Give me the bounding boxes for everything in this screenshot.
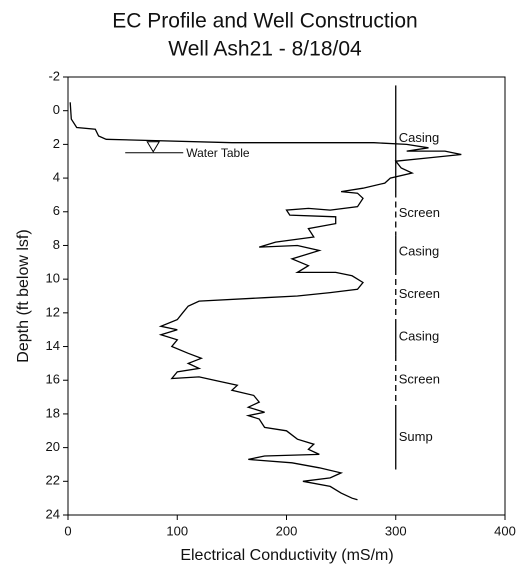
- y-tick-label: 10: [46, 271, 60, 286]
- x-tick-label: 200: [276, 523, 298, 538]
- well-segment-label: Casing: [399, 329, 439, 344]
- y-tick-label: 6: [53, 203, 60, 218]
- x-tick-label: 0: [64, 523, 71, 538]
- y-tick-label: 2: [53, 136, 60, 151]
- well-segment-label: Sump: [399, 429, 433, 444]
- y-tick-label: 0: [53, 102, 60, 117]
- well-segment-label: Casing: [399, 130, 439, 145]
- y-tick-label: 12: [46, 304, 60, 319]
- well-segment-label: Screen: [399, 205, 440, 220]
- y-tick-label: 14: [46, 338, 60, 353]
- y-tick-label: 4: [53, 170, 60, 185]
- y-tick-label: 8: [53, 237, 60, 252]
- water-table-label: Water Table: [186, 146, 250, 160]
- x-tick-label: 100: [166, 523, 188, 538]
- chart-title: EC Profile and Well Construction: [112, 10, 417, 33]
- well-segment-label: Screen: [399, 286, 440, 301]
- water-table-marker: [146, 141, 161, 153]
- x-tick-label: 300: [385, 523, 407, 538]
- y-tick-label: 20: [46, 439, 60, 454]
- y-tick-label: 16: [46, 372, 60, 387]
- chart-subtitle: Well Ash21 - 8/18/04: [168, 38, 362, 61]
- well-segment-label: Screen: [399, 372, 440, 387]
- y-axis-label: Depth (ft below lsf): [15, 229, 32, 362]
- y-tick-label: -2: [48, 68, 60, 83]
- ec-profile-line: [69, 102, 462, 501]
- y-tick-label: 22: [46, 473, 60, 488]
- x-tick-label: 400: [494, 523, 516, 538]
- well-segment-label: Casing: [399, 244, 439, 259]
- y-tick-label: 18: [46, 405, 60, 420]
- x-axis-label: Electrical Conductivity (mS/m): [180, 547, 393, 564]
- y-tick-label: 24: [46, 506, 60, 521]
